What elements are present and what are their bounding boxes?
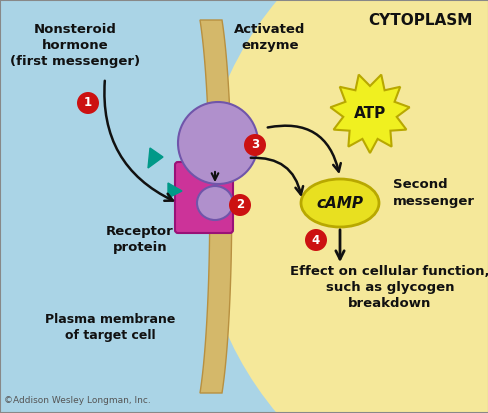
Text: 1: 1 [84, 97, 92, 109]
Text: Second
messenger: Second messenger [392, 178, 474, 207]
Circle shape [228, 194, 250, 216]
Ellipse shape [200, 0, 488, 413]
Ellipse shape [197, 186, 232, 220]
Polygon shape [168, 183, 182, 198]
Polygon shape [200, 20, 231, 393]
Polygon shape [148, 148, 163, 168]
Polygon shape [330, 75, 409, 153]
Text: 2: 2 [235, 199, 244, 211]
Text: ©Addison Wesley Longman, Inc.: ©Addison Wesley Longman, Inc. [4, 396, 150, 405]
Text: CYTOPLASM: CYTOPLASM [367, 13, 471, 28]
Circle shape [305, 229, 326, 251]
Circle shape [244, 134, 265, 156]
Ellipse shape [301, 179, 378, 227]
Ellipse shape [178, 102, 258, 184]
Text: Effect on cellular function,
such as glycogen
breakdown: Effect on cellular function, such as gly… [289, 265, 488, 310]
Text: Activated
enzyme: Activated enzyme [234, 23, 305, 52]
Text: cAMP: cAMP [316, 195, 363, 211]
Text: 3: 3 [250, 138, 259, 152]
Text: Receptor
protein: Receptor protein [106, 225, 174, 254]
Text: ATP: ATP [353, 105, 386, 121]
Text: Nonsteroid
hormone
(first messenger): Nonsteroid hormone (first messenger) [10, 23, 140, 68]
Text: Plasma membrane
of target cell: Plasma membrane of target cell [45, 313, 175, 342]
FancyBboxPatch shape [175, 162, 232, 233]
Text: 4: 4 [311, 233, 320, 247]
Circle shape [77, 92, 99, 114]
Polygon shape [0, 0, 218, 413]
